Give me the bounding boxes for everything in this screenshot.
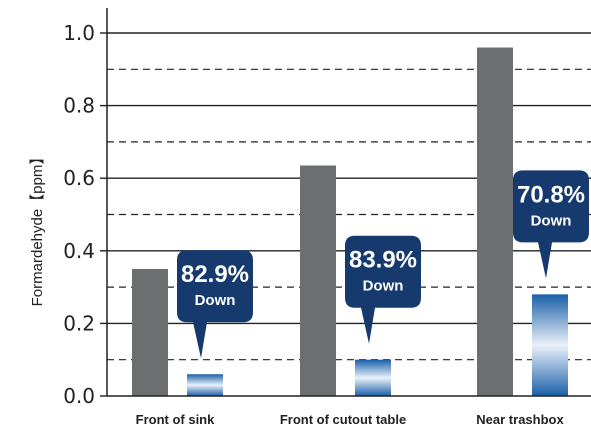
bar-after-1 xyxy=(355,359,391,396)
bar-before-1 xyxy=(300,165,336,396)
x-tick-labels: Front of sink Front of cutout table Near t… xyxy=(136,412,565,427)
callout-text-1: Down xyxy=(363,278,404,295)
callouts: 82.9% Down 83.9% Down 70.8% Down xyxy=(177,170,589,359)
bars xyxy=(132,47,568,397)
y-tick-label-5: 1.0 xyxy=(63,21,95,45)
callout-bubble-2 xyxy=(513,170,589,279)
y-tick-label-1: 0.2 xyxy=(63,311,95,335)
callout-percent-0: 82.9% xyxy=(181,261,249,288)
bar-after-2 xyxy=(532,294,568,396)
x-tick-label-1: Front of cutout table xyxy=(280,412,406,427)
bar-after-0 xyxy=(187,374,223,396)
callout-text-2: Down xyxy=(531,212,572,229)
callout-text-0: Down xyxy=(195,292,236,309)
callout-percent-2: 70.8% xyxy=(517,181,585,208)
bar-before-2 xyxy=(477,47,513,397)
callout-percent-1: 83.9% xyxy=(349,247,417,274)
y-tick-label-3: 0.6 xyxy=(63,166,95,190)
x-tick-label-0: Front of sink xyxy=(136,412,215,427)
y-tick-label-2: 0.4 xyxy=(63,239,95,263)
x-tick-label-2: Near trashbox xyxy=(476,412,564,427)
y-tick-labels: 0.0 0.2 0.4 0.6 0.8 1.0 xyxy=(63,21,107,408)
y-axis-label: Formardehyde【ppm】 xyxy=(29,150,46,307)
axes xyxy=(106,8,591,397)
y-tick-label-0: 0.0 xyxy=(63,384,95,408)
y-tick-label-4: 0.8 xyxy=(63,94,95,118)
callout-bubble-1 xyxy=(345,235,421,344)
callout-bubble-0 xyxy=(177,250,253,359)
bar-before-0 xyxy=(132,268,168,396)
